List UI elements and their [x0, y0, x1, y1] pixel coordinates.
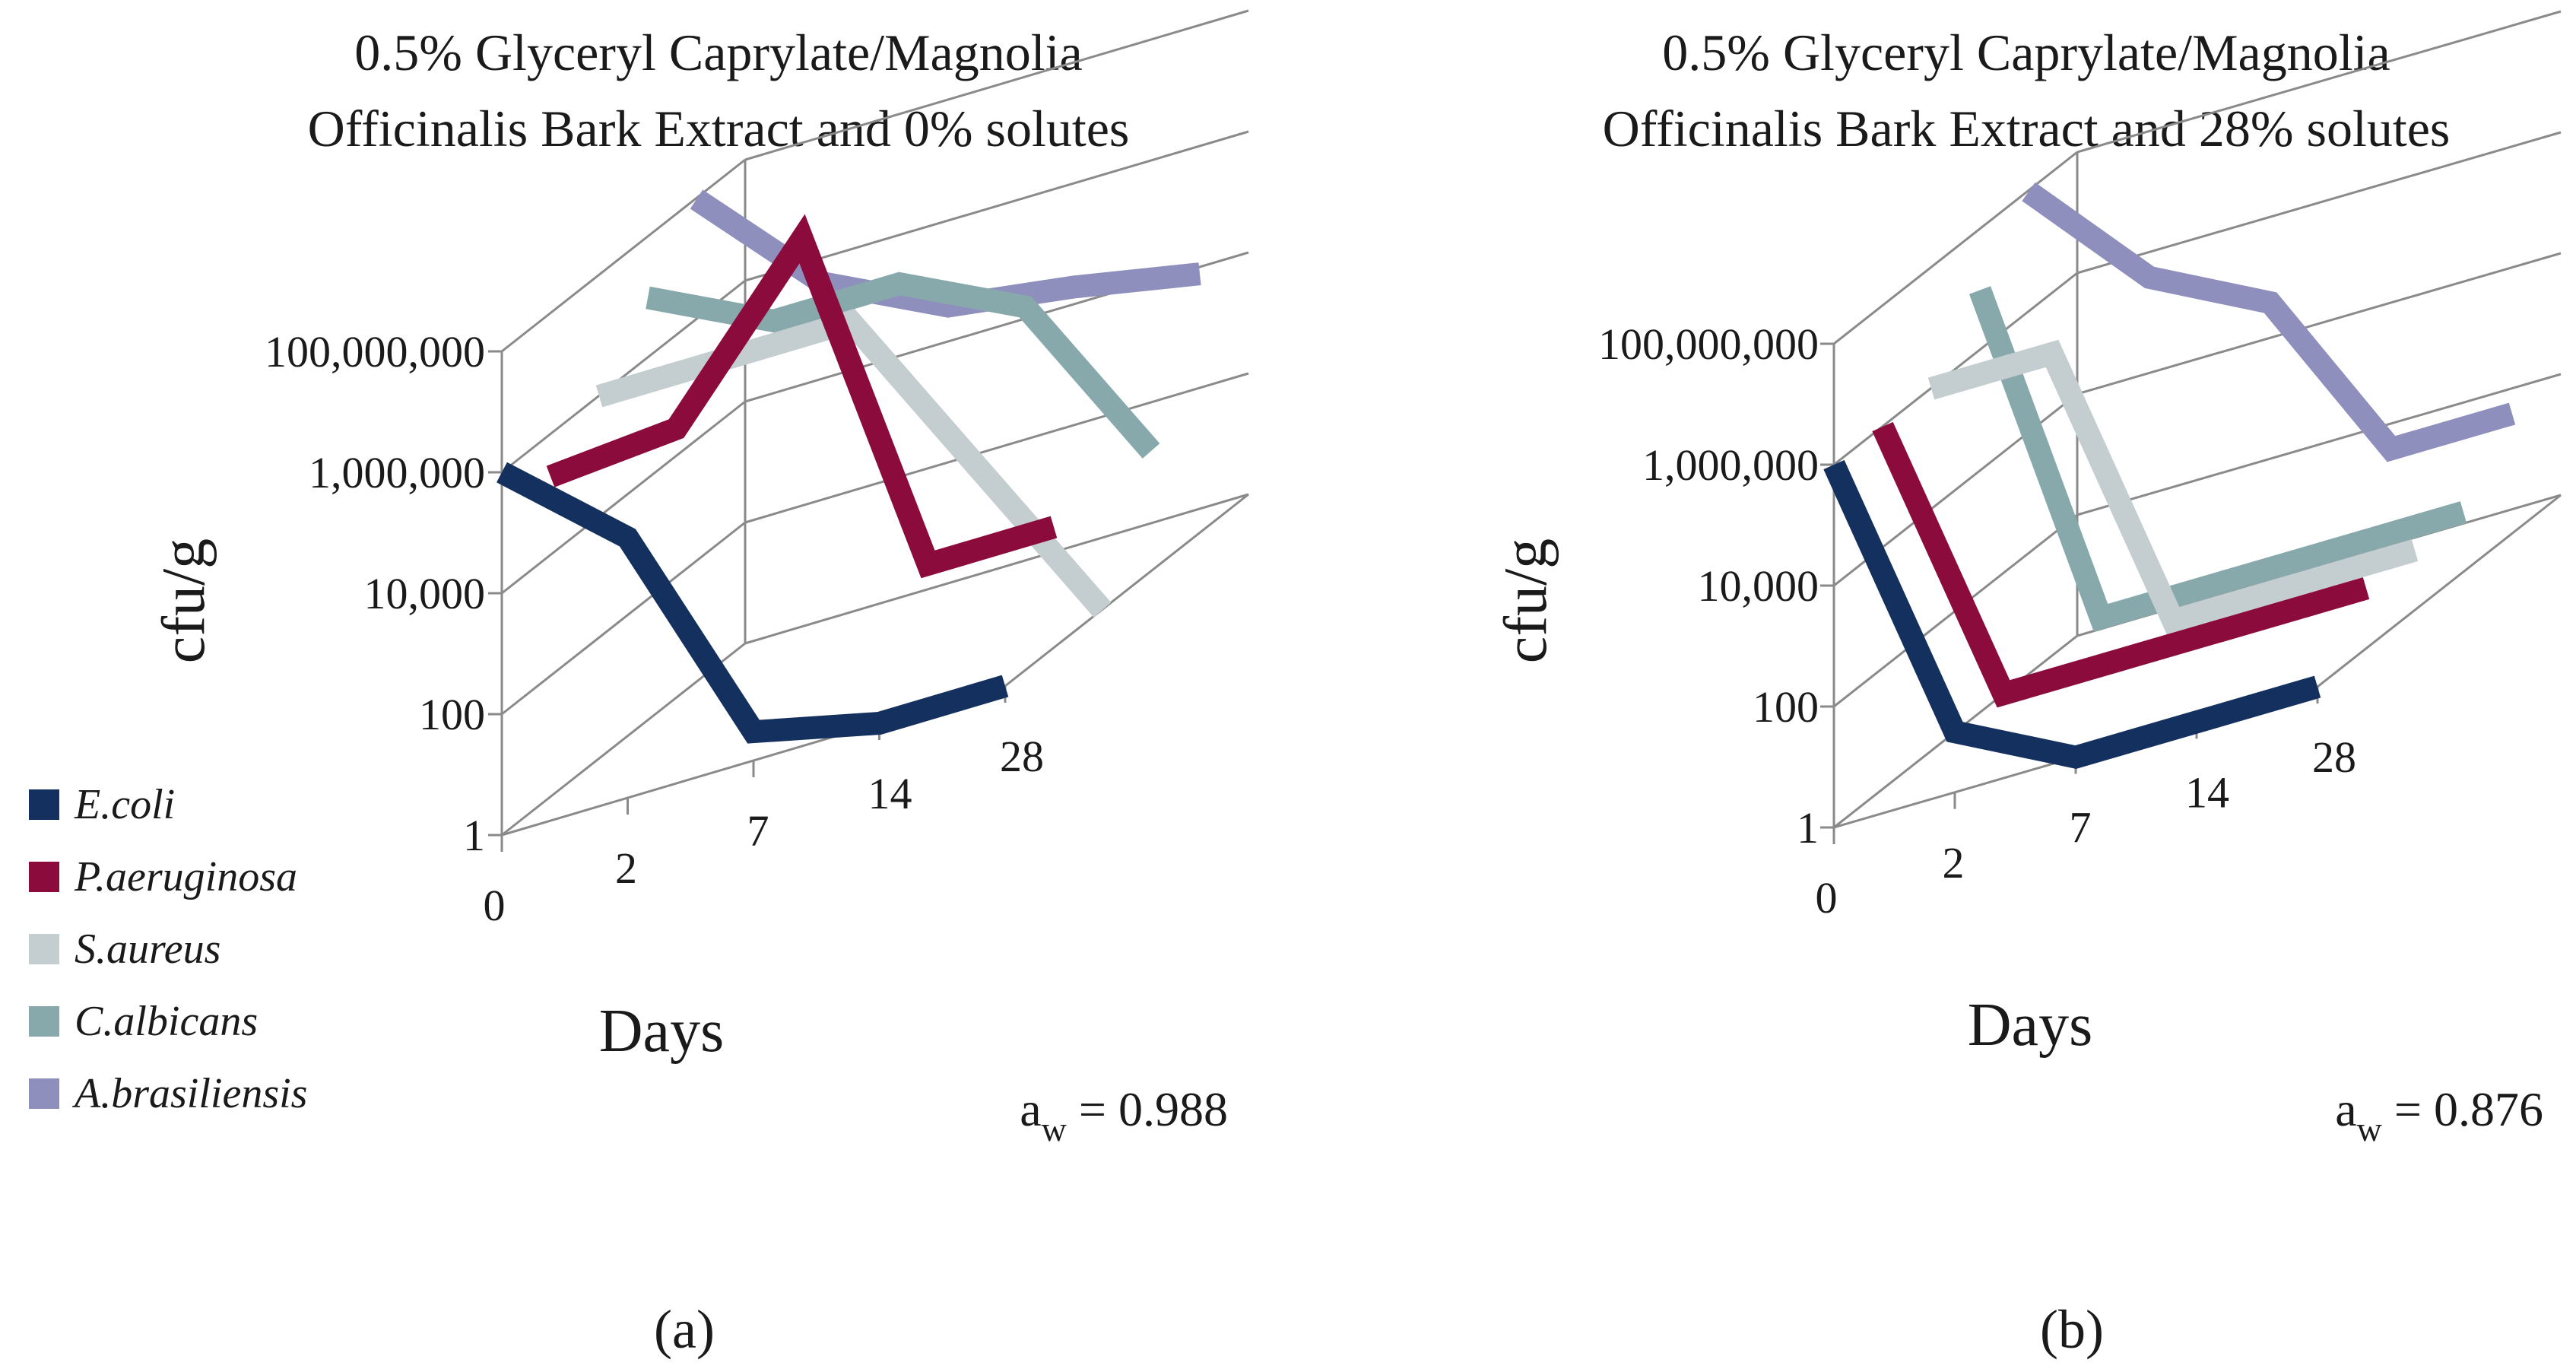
chart-a-aw-value: = 0.988 — [1067, 1082, 1228, 1136]
chart-b-back-wall-gridline — [2076, 131, 2562, 275]
chart-b-y-tick-label: 100,000,000 — [1598, 319, 1819, 369]
chart-a-y-ticks: 1 100 10,000 1,000,000 100,000,000 — [265, 327, 485, 860]
chart-b-side-wall-gridline — [1833, 151, 2078, 345]
chart-a-y-tick-label: 100 — [419, 690, 485, 739]
legend: E.coli P.aeruginosa S.aureus C.albicans A.br… — [29, 781, 307, 1117]
chart-b-series-e-coli — [1823, 459, 2321, 769]
chart-panel-b: 0.5% Glyceryl Caprylate/Magnolia Officin… — [1493, 10, 2562, 1360]
chart-a-series — [496, 189, 1201, 744]
chart-b-series-c-albicans — [1968, 286, 2467, 632]
chart-b-y-tick-label: 100 — [1753, 682, 1819, 732]
chart-a-x-tick-label: 28 — [1000, 732, 1044, 781]
chart-b-y-tick-label: 1,000,000 — [1642, 440, 1819, 490]
legend-swatch — [29, 789, 59, 820]
legend-label: P.aeruginosa — [74, 853, 297, 900]
chart-a-series-p-aeruginosa — [546, 214, 1058, 579]
chart-a-aw-symbol: a — [1020, 1082, 1041, 1136]
chart-b-series — [1823, 182, 2516, 769]
chart-b-aw-subscript: w — [2357, 1110, 2383, 1148]
chart-a-side-wall-gridline — [501, 400, 746, 595]
chart-a-y-tick-label: 1 — [463, 811, 485, 860]
chart-a-aw-subscript: w — [1042, 1110, 1068, 1148]
legend-label: C.albicans — [75, 998, 258, 1045]
chart-b-x-ticks: 0 2 7 14 28 — [1816, 687, 2356, 923]
chart-a-y-tick-label: 100,000,000 — [265, 327, 485, 376]
chart-a-x-tick-label: 14 — [868, 769, 912, 818]
legend-swatch — [29, 1006, 59, 1037]
chart-a-side-wall-gridline — [501, 521, 746, 716]
chart-a-series-c-albicans — [646, 272, 1160, 459]
chart-b-series-a-brasiliensis — [2022, 182, 2516, 462]
chart-b-x-tick-label: 2 — [1943, 838, 1965, 888]
legend-label: A.brasiliensis — [71, 1070, 307, 1117]
chart-a-back-wall-gridline — [744, 372, 1249, 524]
legend-swatch — [29, 1078, 59, 1109]
chart-a-x-tick-label: 0 — [484, 881, 506, 930]
chart-b-series-s-aureus — [1927, 339, 2419, 635]
chart-a-back-wall-gridline — [744, 493, 1249, 645]
chart-a-x-tick-label: 2 — [615, 843, 637, 893]
chart-b-back-wall-gridline — [2076, 252, 2562, 395]
chart-b-title-line-1: 0.5% Glyceryl Caprylate/Magnolia — [1662, 24, 2390, 81]
chart-a-x-axis-label: Days — [599, 998, 724, 1065]
chart-b-water-activity: aw = 0.876 — [2335, 1082, 2543, 1148]
chart-b-x-tick-label: 7 — [2070, 803, 2092, 853]
legend-label: E.coli — [74, 781, 175, 828]
chart-a-side-wall-gridline — [501, 158, 746, 353]
chart-a-y-tick-label: 10,000 — [364, 569, 486, 618]
chart-a-y-tick-label: 1,000,000 — [309, 448, 485, 497]
chart-panel-a: 0.5% Glyceryl Caprylate/Magnolia Officin… — [151, 9, 1249, 1360]
chart-b-back-wall-gridline — [2076, 10, 2562, 154]
legend-swatch — [29, 934, 59, 964]
chart-b-series-p-aeruginosa — [1872, 421, 2370, 708]
panel-label-a: (a) — [654, 1299, 715, 1360]
chart-a-title-line-1: 0.5% Glyceryl Caprylate/Magnolia — [354, 24, 1082, 81]
chart-a-x-tick-label: 7 — [747, 806, 769, 856]
chart-a-floor-right-edge — [1004, 493, 1249, 688]
chart-b-x-tick-label: 14 — [2185, 767, 2229, 817]
chart-b-aw-symbol: a — [2335, 1082, 2356, 1136]
chart-b-x-axis-label: Days — [1968, 992, 2092, 1059]
chart-a-water-activity: aw = 0.988 — [1020, 1082, 1228, 1148]
chart-b-back-wall-gridline — [2076, 373, 2562, 516]
legend-label: S.aureus — [75, 926, 220, 973]
chart-b-title-line-2: Officinalis Bark Extract and 28% solutes — [1603, 100, 2451, 157]
legend-swatch — [29, 862, 59, 892]
chart-b-x-tick-label: 28 — [2312, 732, 2356, 782]
chart-a-series-s-aureus — [595, 308, 1112, 618]
chart-b-floor-right-edge — [2317, 494, 2562, 688]
chart-a-x-ticks: 0 2 7 14 28 — [484, 686, 1044, 930]
chart-a-back-wall-gridline — [744, 9, 1249, 161]
panel-label-b: (b) — [2040, 1299, 2104, 1360]
chart-a-y-axis-label: cfu/g — [151, 538, 217, 663]
chart-b-y-axis-label: cfu/g — [1493, 538, 1559, 663]
chart-b-y-tick-label: 1 — [1797, 803, 1819, 853]
chart-b-aw-value: = 0.876 — [2382, 1082, 2543, 1136]
chart-a-title-line-2: Officinalis Bark Extract and 0% solutes — [308, 100, 1130, 157]
chart-a-back-wall-gridline — [744, 130, 1249, 282]
chart-b-y-tick-label: 10,000 — [1698, 561, 1819, 611]
chart-a-series-e-coli — [496, 462, 1009, 744]
chart-b-y-ticks: 1 100 10,000 1,000,000 100,000,000 — [1598, 319, 1819, 853]
chart-b-x-tick-label: 0 — [1816, 873, 1838, 923]
